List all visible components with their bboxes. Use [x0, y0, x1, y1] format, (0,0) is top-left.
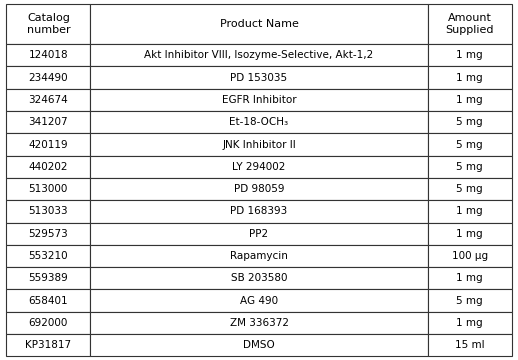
Bar — [427, 312, 512, 334]
Bar — [6, 133, 91, 156]
Text: 513000: 513000 — [28, 184, 68, 194]
Text: 5 mg: 5 mg — [456, 117, 483, 127]
Bar — [91, 200, 427, 222]
Bar — [427, 222, 512, 245]
Bar — [91, 89, 427, 111]
Bar — [91, 178, 427, 200]
Text: LY 294002: LY 294002 — [232, 162, 286, 172]
Bar — [6, 245, 91, 267]
Bar — [91, 44, 427, 67]
Text: PD 168393: PD 168393 — [231, 206, 287, 216]
Bar — [91, 334, 427, 356]
Bar — [427, 178, 512, 200]
Bar — [427, 44, 512, 67]
Text: PD 98059: PD 98059 — [234, 184, 284, 194]
Text: 1 mg: 1 mg — [456, 206, 483, 216]
Bar — [91, 245, 427, 267]
Text: JNK Inhibitor II: JNK Inhibitor II — [222, 140, 296, 149]
Bar — [91, 312, 427, 334]
Bar — [427, 4, 512, 44]
Text: ZM 336372: ZM 336372 — [229, 318, 289, 328]
Text: 1 mg: 1 mg — [456, 229, 483, 239]
Text: 420119: 420119 — [28, 140, 68, 149]
Text: 529573: 529573 — [28, 229, 68, 239]
Bar — [6, 334, 91, 356]
Text: Akt Inhibitor VIII, Isozyme-Selective, Akt-1,2: Akt Inhibitor VIII, Isozyme-Selective, A… — [145, 50, 373, 60]
Text: 513033: 513033 — [28, 206, 68, 216]
Text: Amount
Supplied: Amount Supplied — [445, 13, 494, 35]
Bar — [91, 4, 427, 44]
Bar — [91, 289, 427, 312]
Bar — [91, 156, 427, 178]
Text: 15 ml: 15 ml — [455, 340, 484, 350]
Text: 324674: 324674 — [28, 95, 68, 105]
Bar — [91, 222, 427, 245]
Text: 5 mg: 5 mg — [456, 162, 483, 172]
Text: 658401: 658401 — [28, 296, 68, 306]
Text: 124018: 124018 — [28, 50, 68, 60]
Bar — [91, 111, 427, 134]
Text: 559389: 559389 — [28, 273, 68, 283]
Bar — [6, 67, 91, 89]
Bar — [427, 267, 512, 289]
Bar — [6, 4, 91, 44]
Text: SB 203580: SB 203580 — [231, 273, 287, 283]
Text: DMSO: DMSO — [243, 340, 275, 350]
Text: 5 mg: 5 mg — [456, 184, 483, 194]
Text: 341207: 341207 — [28, 117, 68, 127]
Bar — [6, 111, 91, 134]
Bar — [427, 156, 512, 178]
Text: 1 mg: 1 mg — [456, 273, 483, 283]
Bar — [427, 200, 512, 222]
Text: 692000: 692000 — [28, 318, 68, 328]
Bar — [427, 245, 512, 267]
Text: 1 mg: 1 mg — [456, 318, 483, 328]
Text: 553210: 553210 — [28, 251, 68, 261]
Text: PD 153035: PD 153035 — [231, 73, 287, 83]
Bar — [91, 67, 427, 89]
Bar — [6, 267, 91, 289]
Bar — [6, 178, 91, 200]
Text: 1 mg: 1 mg — [456, 50, 483, 60]
Text: 440202: 440202 — [28, 162, 68, 172]
Bar — [6, 200, 91, 222]
Bar — [427, 133, 512, 156]
Bar — [6, 312, 91, 334]
Text: 5 mg: 5 mg — [456, 140, 483, 149]
Bar — [427, 334, 512, 356]
Text: 100 μg: 100 μg — [452, 251, 488, 261]
Text: Et-18-OCH₃: Et-18-OCH₃ — [229, 117, 289, 127]
Text: Catalog
number: Catalog number — [26, 13, 70, 35]
Text: 234490: 234490 — [28, 73, 68, 83]
Text: Product Name: Product Name — [220, 19, 298, 29]
Bar — [427, 111, 512, 134]
Text: AG 490: AG 490 — [240, 296, 278, 306]
Bar — [6, 156, 91, 178]
Bar — [91, 267, 427, 289]
Bar — [427, 289, 512, 312]
Bar — [427, 89, 512, 111]
Bar — [6, 222, 91, 245]
Bar — [6, 289, 91, 312]
Bar — [427, 67, 512, 89]
Text: PP2: PP2 — [250, 229, 268, 239]
Text: KP31817: KP31817 — [25, 340, 71, 350]
Text: 5 mg: 5 mg — [456, 296, 483, 306]
Bar — [91, 133, 427, 156]
Bar — [6, 44, 91, 67]
Text: Rapamycin: Rapamycin — [230, 251, 288, 261]
Text: 1 mg: 1 mg — [456, 95, 483, 105]
Bar — [6, 89, 91, 111]
Text: EGFR Inhibitor: EGFR Inhibitor — [222, 95, 296, 105]
Text: 1 mg: 1 mg — [456, 73, 483, 83]
